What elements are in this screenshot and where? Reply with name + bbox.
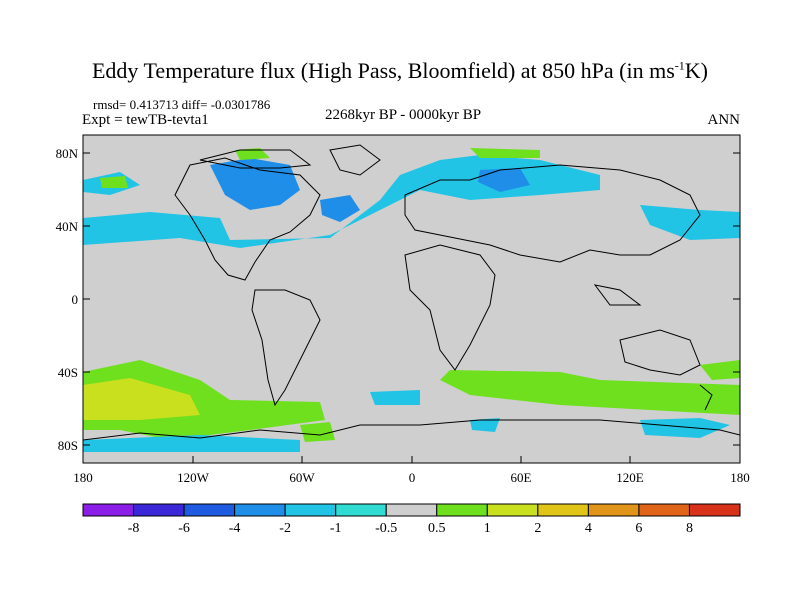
map-field [83, 135, 740, 463]
colorbar-swatch [335, 503, 387, 517]
lon-label-180e: 180 [730, 470, 750, 485]
colorbar-swatch [638, 503, 690, 517]
lon-label-60e: 60E [511, 470, 532, 485]
colorbar-swatch [183, 503, 236, 517]
season-label: ANN [707, 112, 741, 128]
colorbar-swatch [537, 503, 589, 517]
colorbar-label: -0.5 [375, 521, 398, 536]
lon-label-60w: 60W [289, 470, 315, 485]
colorbar-swatch [587, 503, 640, 517]
colorbar-swatch [688, 503, 741, 517]
lon-label-120w: 120W [177, 470, 210, 485]
colorbar-label: 0.5 [428, 521, 446, 536]
lon-label-180w: 180 [73, 470, 93, 485]
colorbar-swatch [234, 503, 286, 517]
colorbar-label: -2 [279, 521, 291, 536]
lat-label-40n: 40N [56, 219, 79, 234]
lat-label-80s: 80S [58, 438, 78, 453]
colorbar-swatch [385, 503, 438, 517]
lon-label-120e: 120E [616, 470, 644, 485]
colorbar-label: 2 [534, 521, 542, 536]
colorbar-label: -4 [228, 521, 241, 536]
coastlines [83, 144, 740, 441]
colorbar-swatch [133, 503, 185, 517]
colorbar-label: 4 [584, 521, 592, 536]
lat-label-40s: 40S [58, 365, 78, 380]
colorbar-label: -8 [127, 521, 140, 536]
colorbar-label: 1 [483, 521, 491, 536]
lat-label-80n: 80N [56, 146, 79, 161]
lon-label-0: 0 [409, 470, 416, 485]
colorbar-label: 6 [635, 521, 643, 536]
plot-title: Eddy Temperature flux (High Pass, Bloomf… [91, 58, 708, 83]
experiment-label: Expt = tewTB-tevta1 [82, 112, 209, 128]
lat-label-0: 0 [72, 292, 79, 307]
lon-tick-marks [82, 456, 741, 463]
colorbar-label: 8 [685, 521, 693, 536]
period-label: 2268kyr BP - 0000kyr BP [325, 107, 482, 123]
colorbar-swatch [82, 503, 135, 517]
stats-label: rmsd= 0.413713 diff= -0.0301786 [93, 97, 271, 112]
colorbar-label: -6 [178, 521, 190, 536]
colorbar-swatch [486, 503, 539, 517]
colorbar-label: -1 [329, 521, 342, 536]
colorbar-swatch [436, 503, 488, 517]
lat-tick-marks [83, 152, 740, 446]
colorbar [82, 503, 741, 517]
colorbar-swatch [284, 503, 337, 517]
